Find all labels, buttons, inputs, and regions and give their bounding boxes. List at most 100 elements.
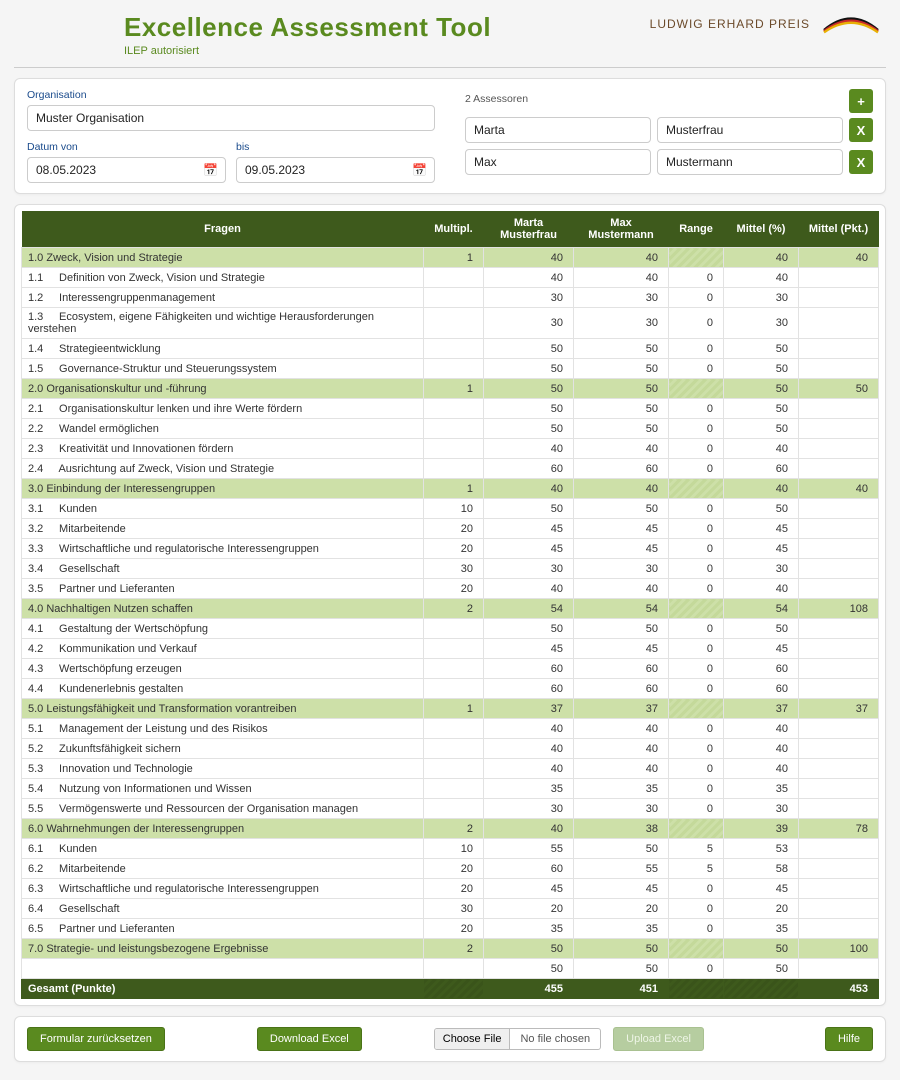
cell: 50 — [724, 939, 799, 959]
cell: 60 — [574, 659, 669, 679]
cell: 453 — [799, 979, 879, 999]
assessor-first-input[interactable] — [465, 117, 651, 143]
cell — [799, 419, 879, 439]
col-range: Range — [669, 211, 724, 248]
reset-button[interactable]: Formular zurücksetzen — [27, 1027, 165, 1051]
cell: 0 — [669, 499, 724, 519]
cell — [669, 479, 724, 499]
section-row: 6.0 Wahrnehmungen der Interessengruppen2… — [22, 819, 879, 839]
total-row: Gesamt (Punkte)455451453 — [22, 979, 879, 999]
cell: 0 — [669, 579, 724, 599]
date-from-input[interactable] — [27, 157, 226, 183]
table-card: Fragen Multipl. Marta Musterfrau Max Mus… — [14, 204, 886, 1006]
cell: 0 — [669, 639, 724, 659]
cell: 40 — [724, 439, 799, 459]
remove-assessor-button[interactable]: X — [849, 150, 873, 174]
footer-card: Formular zurücksetzen Download Excel Cho… — [14, 1016, 886, 1062]
date-from-label: Datum von — [27, 141, 226, 153]
cell — [669, 699, 724, 719]
question-cell: 2.3 Kreativität und Innovationen fördern — [22, 439, 424, 459]
cell: 40 — [724, 739, 799, 759]
section-row: 2.0 Organisationskultur und -führung1505… — [22, 379, 879, 399]
question-cell: 4.4 Kundenerlebnis gestalten — [22, 679, 424, 699]
cell: 30 — [724, 559, 799, 579]
cell — [424, 399, 484, 419]
cell: 2 — [424, 819, 484, 839]
question-cell: 1.5 Governance-Struktur und Steuerungssy… — [22, 359, 424, 379]
cell — [424, 659, 484, 679]
cell — [799, 399, 879, 419]
cell: 50 — [724, 419, 799, 439]
cell: 30 — [574, 308, 669, 339]
cell: 30 — [574, 288, 669, 308]
org-label: Organisation — [27, 89, 435, 101]
cell: 30 — [424, 559, 484, 579]
file-picker[interactable]: Choose File No file chosen — [434, 1028, 601, 1050]
cell — [799, 759, 879, 779]
cell: 39 — [724, 819, 799, 839]
assessor-last-input[interactable] — [657, 117, 843, 143]
cell: 50 — [484, 499, 574, 519]
cell: 1 — [424, 479, 484, 499]
cell: 35 — [724, 779, 799, 799]
cell: 20 — [724, 899, 799, 919]
question-cell: 2.0 Organisationskultur und -führung — [22, 379, 424, 399]
cell: 35 — [574, 779, 669, 799]
cell: 50 — [484, 619, 574, 639]
cell: 60 — [574, 459, 669, 479]
assessor-last-input[interactable] — [657, 149, 843, 175]
section-row: 1.0 Zweck, Vision und Strategie140404040 — [22, 248, 879, 268]
cell — [724, 979, 799, 999]
cell: 50 — [574, 339, 669, 359]
assessor-first-input[interactable] — [465, 149, 651, 175]
setup-card: Organisation Datum von 📅 bis 📅 — [14, 78, 886, 194]
cell — [799, 288, 879, 308]
cell: 0 — [669, 439, 724, 459]
cell: 40 — [574, 579, 669, 599]
cell: 60 — [484, 679, 574, 699]
cell: 40 — [574, 439, 669, 459]
cell: 5 — [669, 839, 724, 859]
cell: 50 — [484, 359, 574, 379]
question-cell: 5.3 Innovation und Technologie — [22, 759, 424, 779]
cell: 60 — [724, 459, 799, 479]
cell: 0 — [669, 759, 724, 779]
cell — [424, 719, 484, 739]
cell — [669, 248, 724, 268]
cell — [424, 779, 484, 799]
table-row: 5.5 Vermögenswerte und Ressourcen der Or… — [22, 799, 879, 819]
assessor-row: X — [465, 117, 873, 143]
table-row: 3.3 Wirtschaftliche und regulatorische I… — [22, 539, 879, 559]
cell: 78 — [799, 819, 879, 839]
assessment-table: Fragen Multipl. Marta Musterfrau Max Mus… — [21, 211, 879, 999]
col-a1: Marta Musterfrau — [484, 211, 574, 248]
help-button[interactable]: Hilfe — [825, 1027, 873, 1051]
cell: 0 — [669, 879, 724, 899]
cell: 50 — [574, 619, 669, 639]
cell: 0 — [669, 519, 724, 539]
cell: 40 — [484, 719, 574, 739]
cell: 0 — [669, 899, 724, 919]
cell — [799, 519, 879, 539]
question-cell: 2.2 Wandel ermöglichen — [22, 419, 424, 439]
table-row: 2.1 Organisationskultur lenken und ihre … — [22, 399, 879, 419]
remove-assessor-button[interactable]: X — [849, 118, 873, 142]
add-assessor-button[interactable]: + — [849, 89, 873, 113]
upload-excel-button[interactable]: Upload Excel — [613, 1027, 704, 1051]
cell: 40 — [484, 268, 574, 288]
date-to-input[interactable] — [236, 157, 435, 183]
table-row: 4.2 Kommunikation und Verkauf4545045 — [22, 639, 879, 659]
org-input[interactable] — [27, 105, 435, 131]
cell: 54 — [574, 599, 669, 619]
download-excel-button[interactable]: Download Excel — [257, 1027, 362, 1051]
question-cell: 3.0 Einbindung der Interessengruppen — [22, 479, 424, 499]
cell: 50 — [724, 619, 799, 639]
cell: 30 — [724, 288, 799, 308]
cell: 0 — [669, 359, 724, 379]
choose-file-button[interactable]: Choose File — [435, 1029, 511, 1049]
cell: 35 — [574, 919, 669, 939]
cell — [799, 579, 879, 599]
cell: 30 — [484, 799, 574, 819]
cell: 2 — [424, 599, 484, 619]
cell: 0 — [669, 339, 724, 359]
